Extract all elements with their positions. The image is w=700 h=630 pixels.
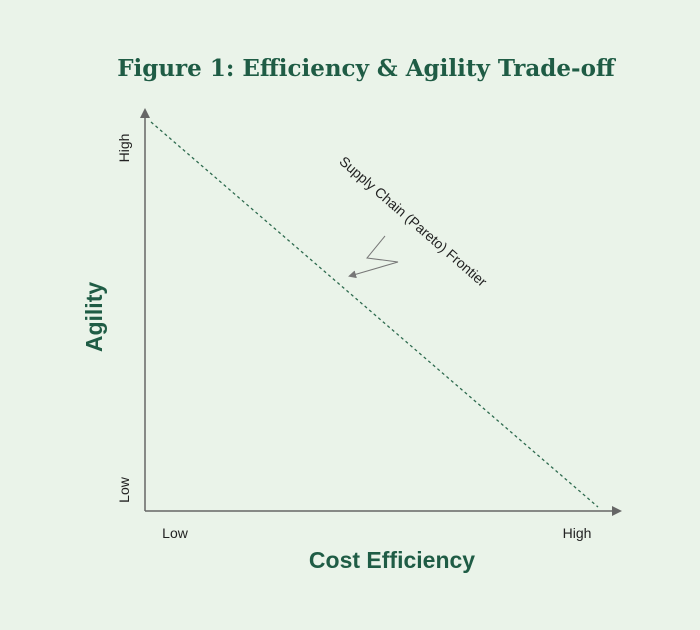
x-high-label: High	[563, 525, 592, 541]
x-axis-title: Cost Efficiency	[309, 547, 475, 573]
frontier-line	[150, 121, 599, 508]
x-low-label: Low	[162, 525, 189, 541]
y-high-label: High	[116, 134, 132, 163]
y-axis-title: Agility	[81, 282, 107, 352]
y-low-label: Low	[116, 476, 132, 503]
title: Figure 1: Efficiency & Agility Trade-off	[117, 55, 617, 82]
annotation-arrow	[348, 235, 399, 279]
